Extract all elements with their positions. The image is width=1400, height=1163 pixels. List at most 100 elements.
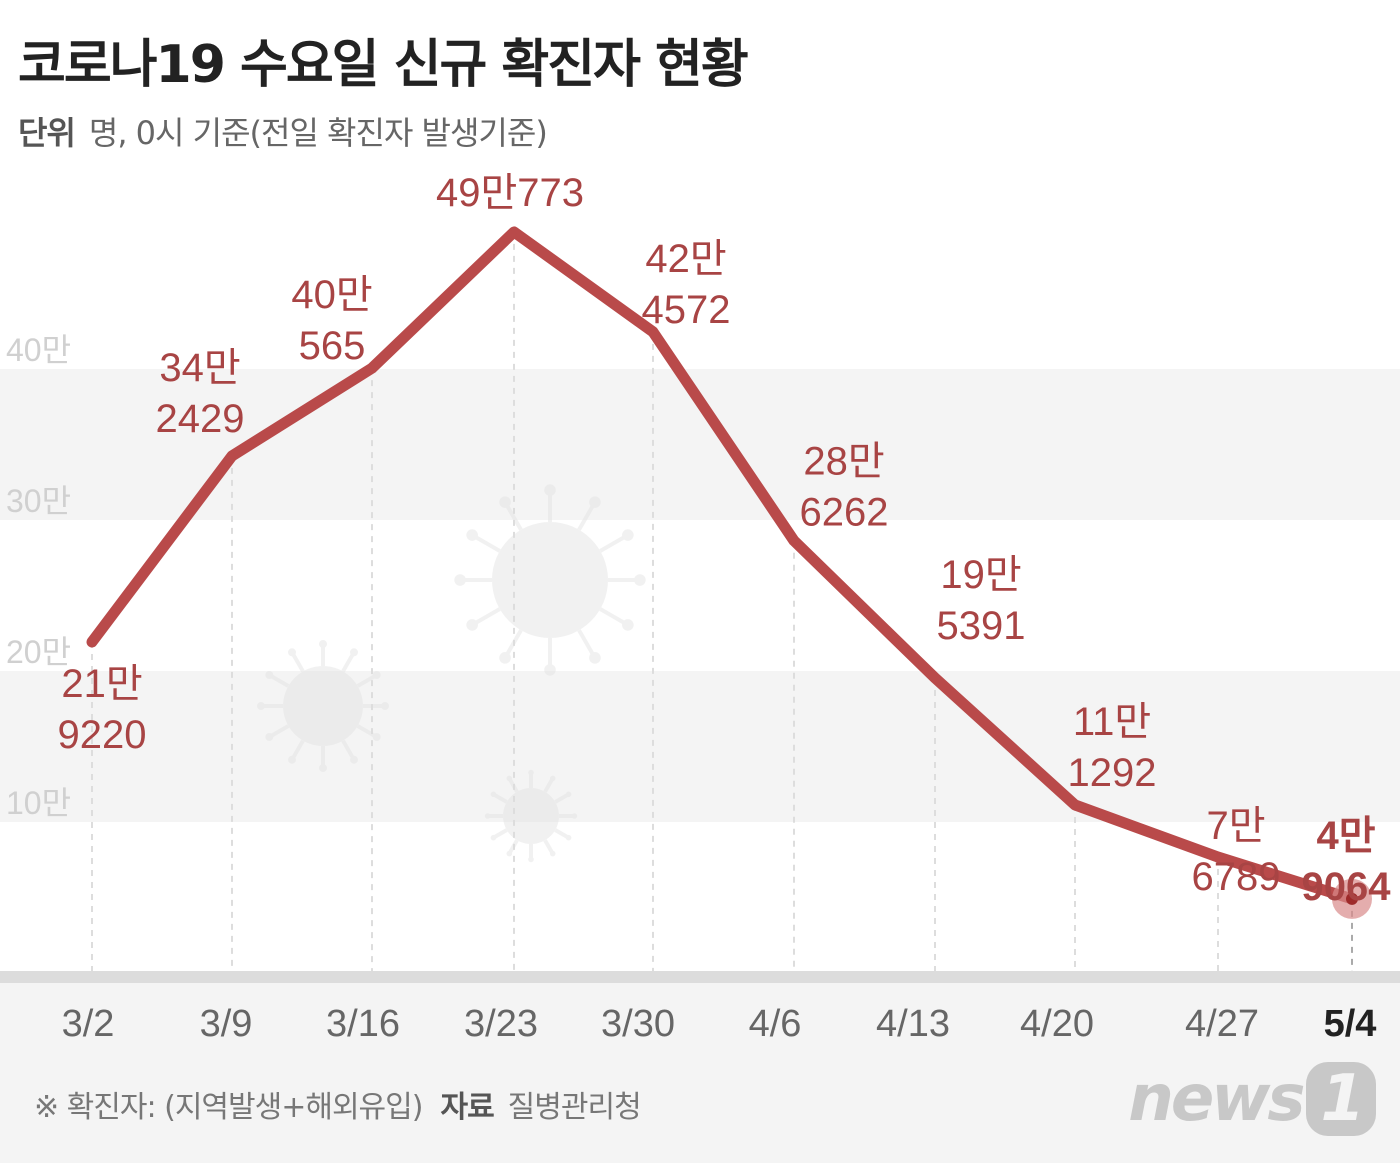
x-tick-label: 3/2 (62, 1003, 115, 1045)
virus-spike-tip (350, 648, 358, 657)
data-label-5/4: 4만 (1316, 814, 1375, 858)
virus-spike-tip (372, 671, 381, 679)
virus-spike (493, 828, 508, 839)
y-tick-label: 10만 (6, 785, 71, 821)
virus-spike (270, 724, 290, 738)
x-tick-label: 4/6 (749, 1003, 802, 1045)
virus-spike-tip (565, 834, 572, 841)
x-tick-label: 3/16 (326, 1003, 400, 1045)
x-tick-label: 5/4 (1324, 1003, 1377, 1045)
y-tick-label: 20만 (6, 634, 71, 670)
virus-body (283, 666, 363, 746)
data-point-3/2 (89, 638, 95, 645)
virus-spike-tip (466, 619, 478, 631)
virus-spike-tip (571, 813, 578, 819)
virus-spike-tip (490, 834, 497, 841)
virus-spike-tip (589, 496, 601, 508)
x-axis-line (0, 971, 1400, 983)
x-tick-label: 4/13 (876, 1003, 950, 1045)
news1-logo: news 1 (1128, 1062, 1376, 1136)
data-label-3/16: 565 (299, 324, 366, 368)
x-tick-label: 4/20 (1020, 1003, 1094, 1045)
virus-spike (473, 607, 501, 626)
data-point-4/20 (1072, 801, 1078, 808)
data-label-4/20: 1292 (1068, 751, 1157, 795)
virus-spike-tip (528, 769, 534, 776)
virus-spike (341, 653, 355, 673)
virus-spike-tip (466, 529, 478, 541)
data-point-3/30 (650, 328, 656, 335)
virus-spike-tip (490, 791, 497, 798)
virus-icon (454, 484, 646, 676)
chart-title: 코로나19 수요일 신규 확진자 현황 (18, 35, 749, 95)
virus-spike-tip (634, 574, 646, 586)
virus-spike-tip (544, 484, 556, 496)
virus-spike (504, 503, 523, 531)
virus-icon (484, 769, 578, 863)
virus-spike (543, 778, 554, 793)
virus-spike (291, 653, 305, 673)
data-label-3/16: 40만 (291, 273, 372, 317)
data-label-3/23: 49만773 (436, 171, 584, 215)
band-10-20 (0, 671, 1400, 822)
virus-spike-tip (499, 652, 511, 664)
virus-spike-tip (549, 850, 556, 857)
data-point-4/27 (1215, 854, 1221, 861)
virus-spike (577, 629, 596, 657)
data-point-3/9 (229, 452, 235, 459)
virus-spike (599, 534, 627, 553)
virus-spike-tip (565, 791, 572, 798)
data-point-4/13 (932, 674, 938, 681)
data-point-4/6 (791, 537, 797, 544)
data-label-4/6: 6262 (800, 491, 889, 535)
virus-spike-tip (265, 671, 274, 679)
virus-spike (554, 793, 569, 804)
virus-spike (341, 739, 355, 759)
x-axis-area (0, 983, 1400, 1163)
virus-spike (356, 724, 376, 738)
virus-spike-tip (265, 733, 274, 741)
data-label-4/13: 19만 (940, 553, 1021, 597)
virus-spike (291, 739, 305, 759)
x-tick-label: 3/9 (200, 1003, 253, 1045)
virus-spike-tip (257, 702, 265, 710)
virus-icon (257, 640, 389, 772)
virus-spike-tip (589, 652, 601, 664)
virus-spike-tip (622, 529, 634, 541)
virus-spike (270, 674, 290, 688)
footer: ※ 확진자: (지역발생+해외유입) 자료 질병관리청 (34, 1082, 642, 1126)
highlight-point (1346, 892, 1358, 905)
virus-spike-tip (350, 755, 358, 764)
data-label-4/27: 7만 (1206, 804, 1265, 848)
virus-body (503, 788, 559, 844)
virus-spike (577, 503, 596, 531)
x-tick-label: 3/30 (601, 1003, 675, 1045)
virus-spike-tip (381, 702, 389, 710)
virus-spike-tip (506, 775, 513, 782)
series-line (86, 226, 1358, 905)
virus-spike-tip (549, 775, 556, 782)
virus-spike (543, 839, 554, 854)
data-point-3/23 (511, 228, 517, 235)
virus-spike-tip (319, 764, 327, 772)
data-label-4/20: 11만 (1073, 700, 1151, 744)
virus-spike-tip (528, 856, 534, 863)
virus-spike-tip (454, 574, 466, 586)
data-label-5/4: 9064 (1302, 865, 1392, 909)
band-30-40 (0, 369, 1400, 520)
y-tick-label: 30만 (6, 483, 71, 519)
data-label-4/6: 28만 (803, 440, 884, 484)
virus-spike (493, 793, 508, 804)
virus-spike (356, 674, 376, 688)
data-label-3/2: 21만 (61, 662, 142, 706)
virus-spike (599, 607, 627, 626)
data-label-4/27: 6789 (1192, 855, 1281, 899)
x-tick-label: 4/27 (1185, 1003, 1259, 1045)
source-text: 질병관리청 (507, 1090, 642, 1125)
y-tick-label: 40만 (6, 332, 71, 368)
data-label-3/9: 34만 (159, 346, 240, 390)
footer-note: ※ 확진자: (지역발생+해외유입) (34, 1090, 423, 1125)
virus-spike-tip (499, 496, 511, 508)
x-tick-label: 3/23 (464, 1003, 538, 1045)
